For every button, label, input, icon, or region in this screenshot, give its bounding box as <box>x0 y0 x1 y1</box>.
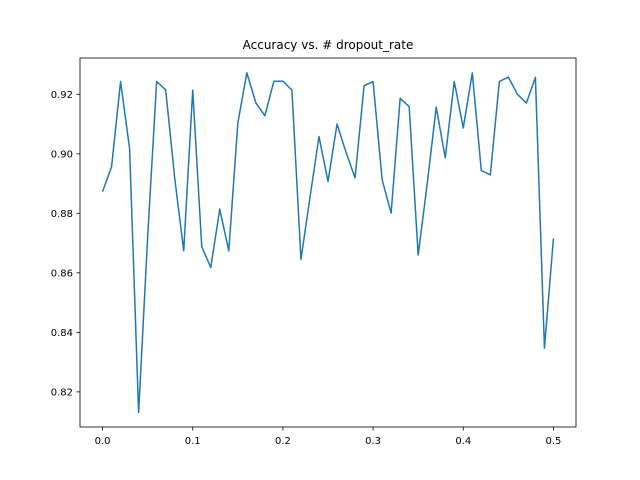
y-tick-label: 0.82 <box>51 387 73 398</box>
y-tick-label: 0.84 <box>51 328 73 339</box>
chart-title: Accuracy vs. # dropout_rate <box>243 38 414 52</box>
plot-area: 0.0 0.1 0.2 0.3 0.4 0.5 0.82 0.84 0.86 0.88 0.90 0.… <box>51 72 562 447</box>
series-line <box>101 72 555 414</box>
y-tick-label: 0.92 <box>51 90 73 101</box>
x-tick-label: 0.5 <box>546 436 562 447</box>
x-tick-label: 0.3 <box>365 436 381 447</box>
y-tick-label: 0.86 <box>51 268 73 279</box>
y-tick-label: 0.88 <box>51 209 73 220</box>
y-tick-label: 0.90 <box>51 149 73 160</box>
x-tick-label: 0.0 <box>95 436 111 447</box>
x-tick-label: 0.1 <box>185 436 201 447</box>
x-tick-label: 0.4 <box>455 436 471 447</box>
x-tick-label: 0.2 <box>275 436 291 447</box>
axes-frame <box>79 57 577 428</box>
